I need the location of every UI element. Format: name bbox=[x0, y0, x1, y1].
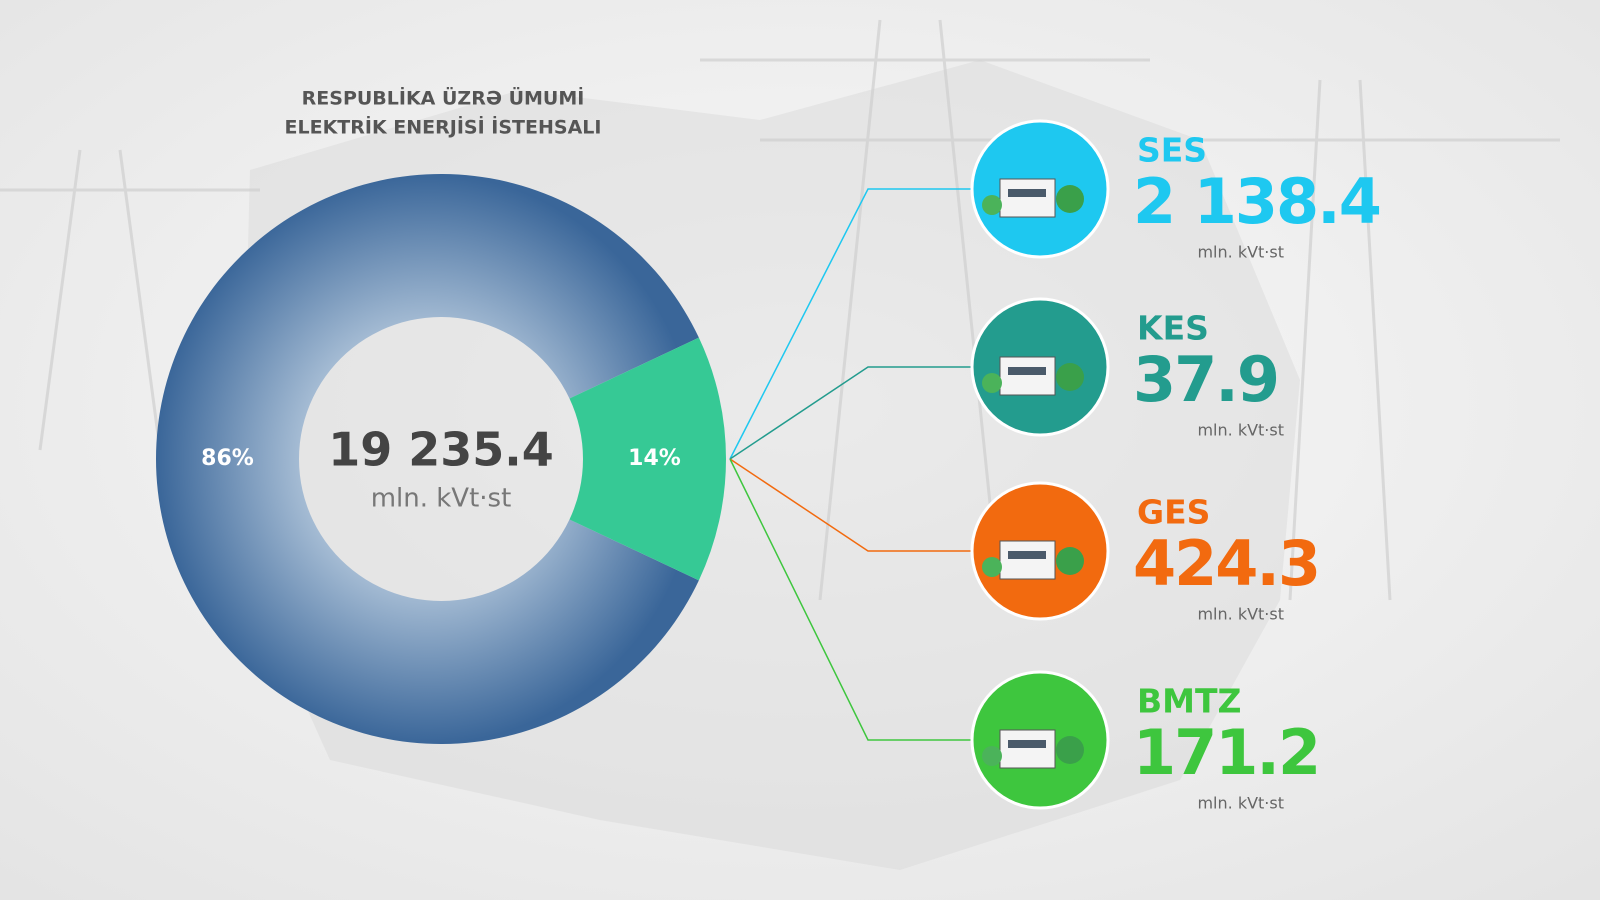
icon-tree bbox=[1056, 547, 1084, 575]
icon-tree bbox=[982, 557, 1002, 577]
connector bbox=[729, 188, 972, 460]
icon-tree bbox=[982, 746, 1002, 766]
icon-building bbox=[999, 178, 1056, 218]
connector bbox=[729, 458, 972, 741]
icon-window bbox=[1008, 740, 1046, 748]
donut: 86% 14% 19 235.4 mln. kVt·st bbox=[156, 173, 727, 744]
connector bbox=[729, 458, 972, 552]
item-value: 2 138.4 bbox=[1133, 165, 1380, 238]
item-unit: mln. kVt·st bbox=[1197, 794, 1284, 813]
icon-window bbox=[1008, 367, 1046, 375]
icon-tree bbox=[1056, 185, 1084, 213]
item-value: 171.2 bbox=[1133, 716, 1319, 789]
icon-window bbox=[1008, 189, 1046, 197]
chart-title: ELEKTRİK ENERJİSİ İSTEHSALI bbox=[285, 115, 602, 139]
icon-building bbox=[999, 540, 1056, 580]
connector bbox=[729, 366, 972, 460]
center-unit: mln. kVt·st bbox=[371, 484, 512, 514]
item-name: KES bbox=[1137, 309, 1209, 348]
item-name: GES bbox=[1137, 493, 1210, 532]
donut-slice bbox=[569, 337, 727, 581]
item-unit: mln. kVt·st bbox=[1197, 605, 1284, 624]
icon-building bbox=[999, 729, 1056, 769]
pylons bbox=[0, 19, 1560, 601]
item-value: 37.9 bbox=[1133, 343, 1278, 416]
item-unit: mln. kVt·st bbox=[1197, 243, 1284, 262]
icon-window bbox=[1008, 551, 1046, 559]
icon-tree bbox=[982, 195, 1002, 215]
item-unit: mln. kVt·st bbox=[1197, 421, 1284, 440]
donut-slice bbox=[156, 173, 699, 744]
icon-tree bbox=[982, 373, 1002, 393]
item-name: BMTZ bbox=[1137, 682, 1241, 721]
center-value: 19 235.4 bbox=[328, 423, 554, 477]
item-name: SES bbox=[1137, 131, 1207, 170]
chart-title: RESPUBLİKA ÜZRƏ ÜMUMİ bbox=[302, 86, 585, 110]
slice-label: 86% bbox=[201, 446, 254, 471]
icon-building bbox=[999, 356, 1056, 396]
item-value: 424.3 bbox=[1133, 527, 1319, 600]
icon-tree bbox=[1056, 363, 1084, 391]
icon-tree bbox=[1056, 736, 1084, 764]
slice-label: 14% bbox=[628, 446, 681, 471]
